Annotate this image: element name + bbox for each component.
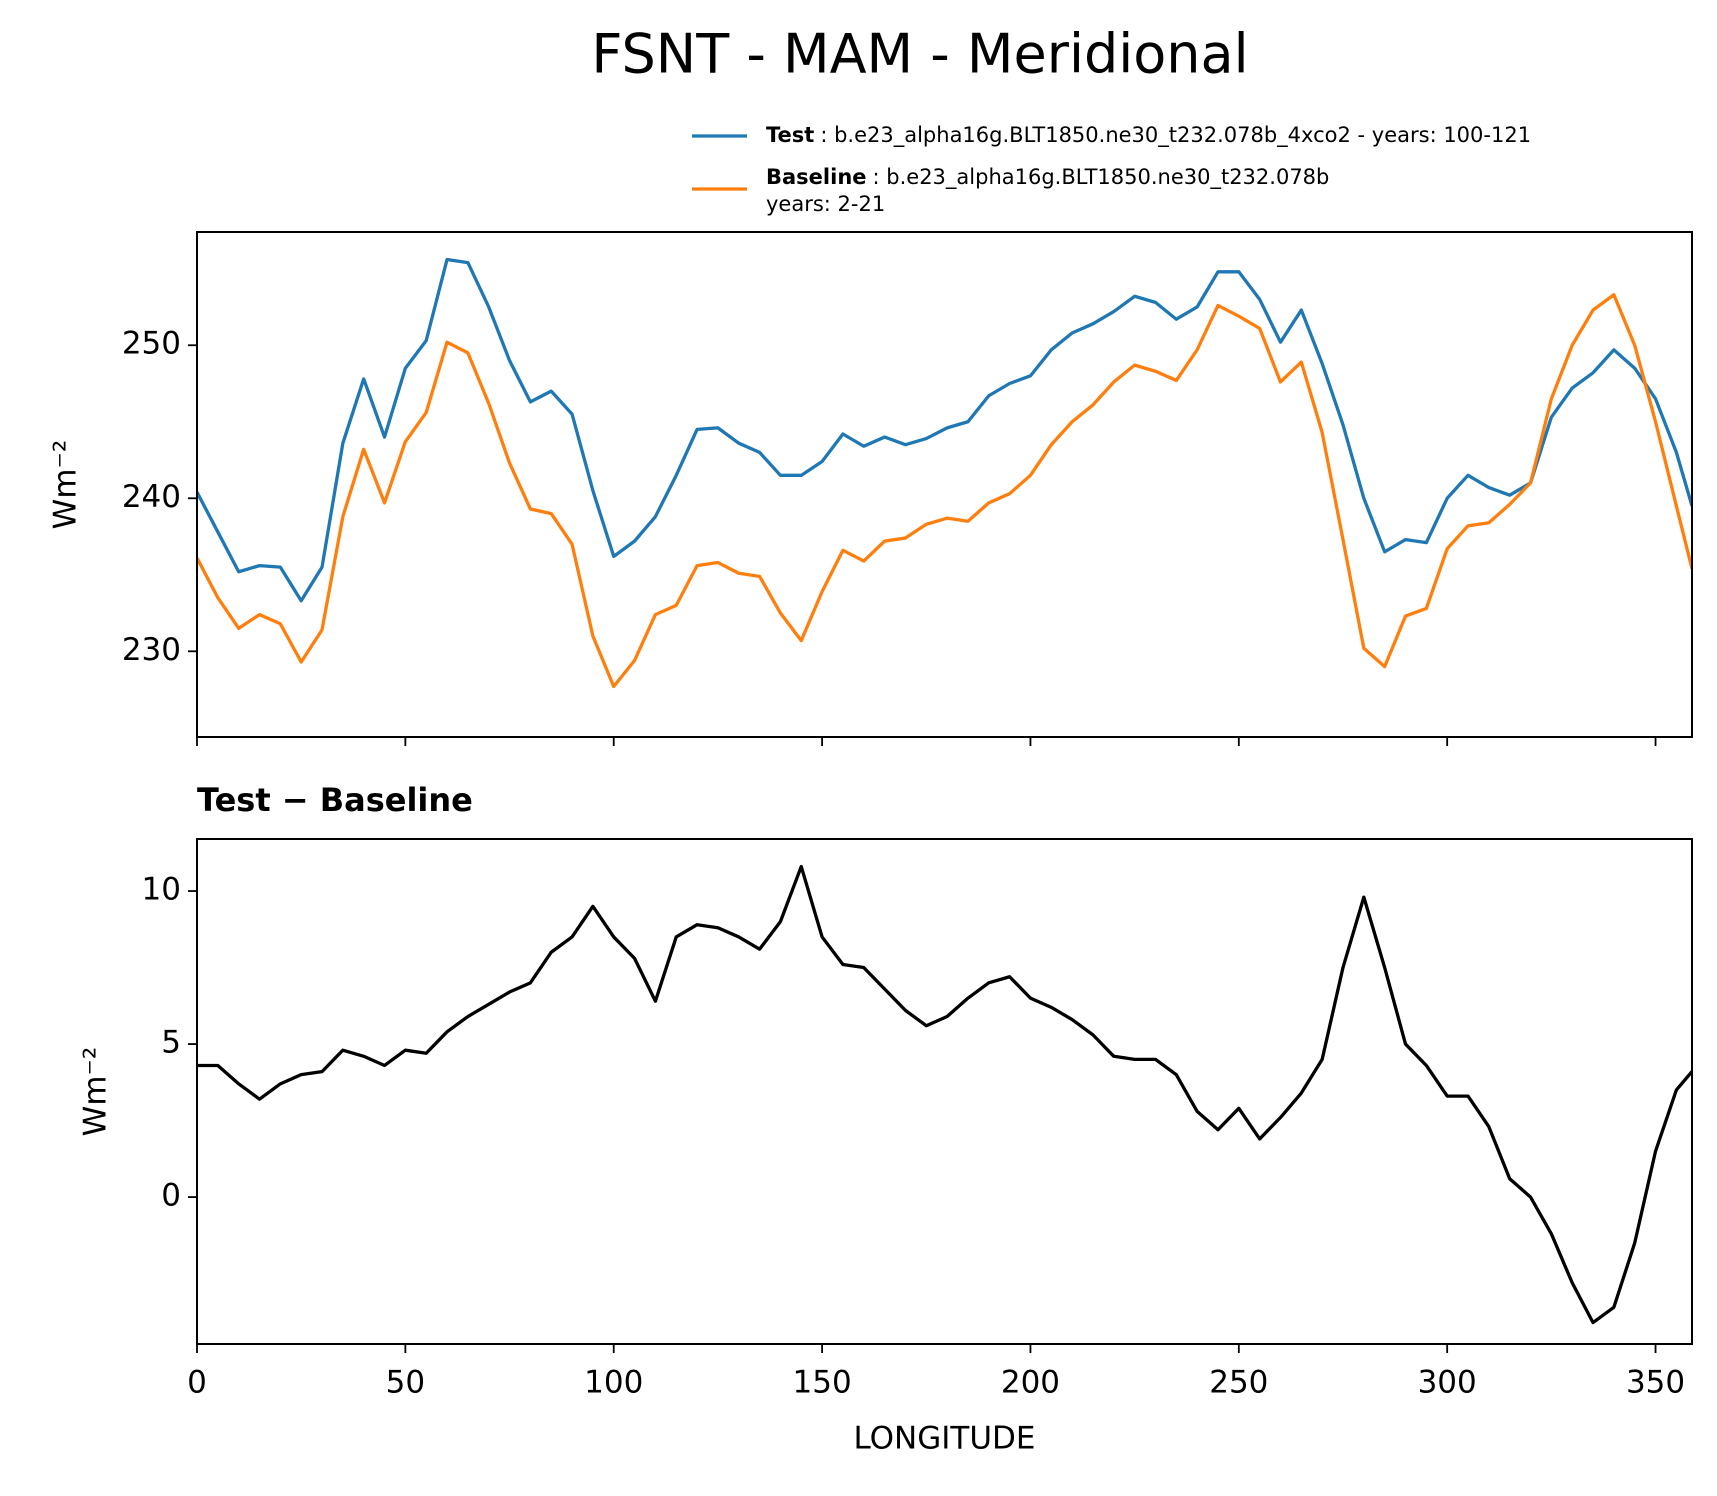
x-tick-label: 50 [386,1365,425,1401]
x-tick-label: 100 [584,1365,643,1401]
figure-title: FSNT - MAM - Meridional [591,23,1248,86]
y-axis-label: Wm⁻² [48,440,84,530]
axes-frame [196,231,1693,738]
legend-detail: : b.e23_alpha16g.BLT1850.ne30_t232.078b_… [820,123,1531,148]
y-tick-label: 5 [161,1025,181,1061]
legend-name: Baseline [766,165,867,189]
legend-label: Test: b.e23_alpha16g.BLT1850.ne30_t232.0… [766,123,1531,148]
y-axis-label: Wm⁻² [78,1047,114,1137]
legend-name: Test [766,123,814,147]
y-tick-label: 250 [122,326,181,362]
y-tick-label: 10 [142,872,181,908]
legend-detail: years: 2-21 [766,192,885,216]
x-tick-label: 350 [1626,1365,1685,1401]
legend-label: Baseline: b.e23_alpha16g.BLT1850.ne30_t2… [766,165,1329,190]
axes-title: Test − Baseline [197,781,473,819]
axes-frame [196,838,1693,1345]
data-line [197,293,1692,689]
y-tick-label: 0 [161,1178,181,1214]
x-axis-label: LONGITUDE [853,1421,1035,1457]
data-line [197,257,1692,603]
legend-detail: : b.e23_alpha16g.BLT1850.ne30_t232.078b [873,165,1330,190]
x-tick-label: 0 [187,1365,207,1401]
x-tick-label: 200 [1001,1365,1060,1401]
x-tick-label: 150 [793,1365,852,1401]
x-tick-label: 250 [1209,1365,1268,1401]
y-tick-label: 240 [122,479,181,515]
y-tick-label: 230 [122,632,181,668]
x-tick-label: 300 [1418,1365,1477,1401]
data-line [197,864,1692,1325]
